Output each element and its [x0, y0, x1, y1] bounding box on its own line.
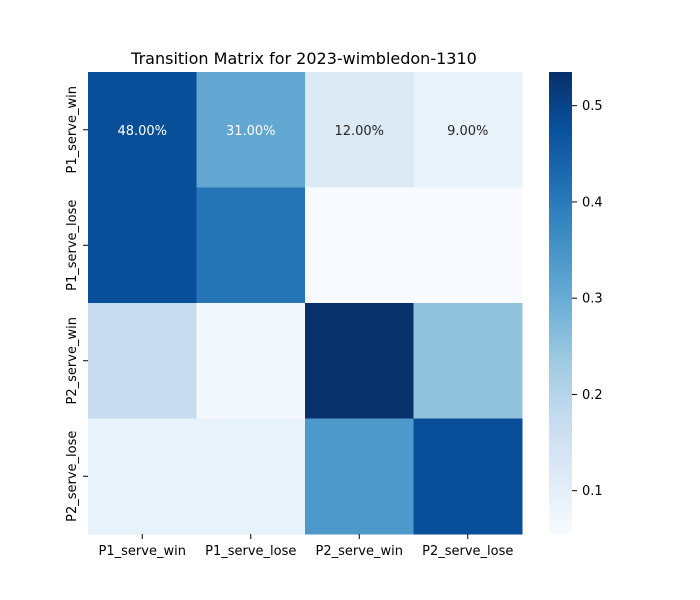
y-tick-label: P2_serve_win [65, 317, 80, 404]
heatmap-cell [196, 418, 306, 535]
colorbar-tick-label: 0.1 [582, 484, 603, 499]
heatmap-cell [305, 72, 414, 188]
cell-annotation: 48.00% [117, 124, 167, 139]
x-tick-label: P1_serve_win [99, 544, 186, 559]
colorbar-gradient [549, 72, 572, 534]
heatmap-cell [305, 187, 414, 304]
heatmap-cell [305, 418, 414, 535]
colorbar: 0.1 0.2 0.3 0.4 0.5 [549, 72, 603, 534]
heatmap-cells [88, 72, 523, 535]
x-axis: P1_serve_win P1_serve_lose P2_serve_win P2_… [99, 534, 513, 559]
heatmap-cell [196, 303, 306, 419]
heatmap-cell [196, 72, 306, 188]
y-axis: P1_serve_win P1_serve_lose P2_serve_win P2_… [65, 86, 88, 522]
chart-title: Transition Matrix for 2023-wimbledon-131… [130, 49, 477, 68]
colorbar-tick-label: 0.3 [582, 292, 603, 307]
colorbar-tick-label: 0.5 [582, 99, 603, 114]
colorbar-tick-label: 0.4 [582, 195, 603, 210]
colorbar-tick-label: 0.2 [582, 388, 603, 403]
heatmap-cell [88, 187, 197, 304]
heatmap-cell [413, 187, 523, 304]
cell-annotation: 12.00% [334, 124, 384, 139]
y-tick-label: P1_serve_win [65, 86, 80, 173]
x-tick-label: P1_serve_lose [205, 544, 296, 559]
heatmap-cell [88, 303, 197, 419]
y-tick-label: P1_serve_lose [65, 200, 80, 291]
heatmap-cell [88, 72, 197, 188]
heatmap-cell [413, 303, 523, 419]
y-tick-label: P2_serve_lose [65, 431, 80, 522]
x-tick-label: P2_serve_lose [422, 544, 513, 559]
cell-annotations: 48.00% 31.00% 12.00% 9.00% [117, 124, 488, 139]
cell-annotation: 31.00% [226, 124, 276, 139]
heatmap-cell [413, 418, 523, 535]
heatmap-cell [413, 72, 523, 188]
heatmap-cell [196, 187, 306, 304]
heatmap-cell [305, 303, 414, 419]
heatmap-cell [88, 418, 197, 535]
x-tick-label: P2_serve_win [316, 544, 403, 559]
cell-annotation: 9.00% [447, 124, 488, 139]
